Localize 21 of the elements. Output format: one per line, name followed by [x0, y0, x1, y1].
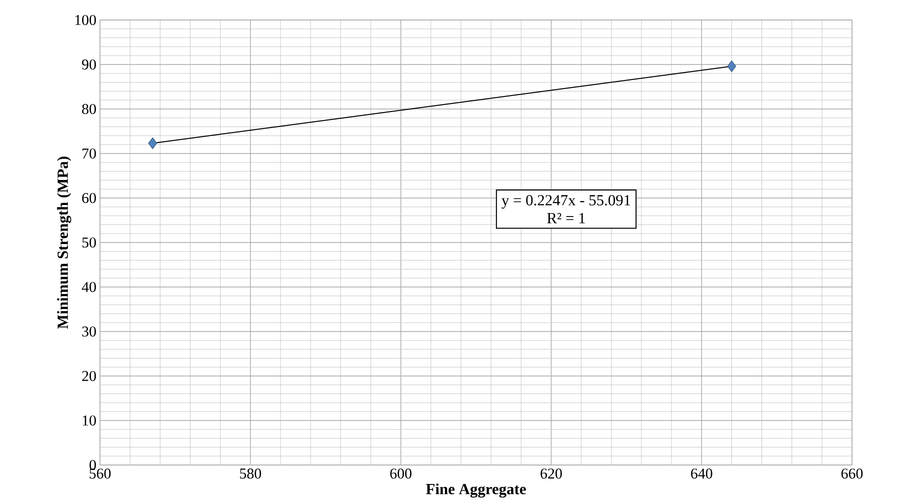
y-tick-label: 40 — [82, 282, 96, 292]
x-tick-label: 600 — [390, 468, 412, 479]
y-tick-label: 20 — [82, 370, 96, 382]
y-tick-label: 10 — [82, 415, 96, 426]
y-tick-label: 60 — [82, 192, 96, 204]
y-tick-label: 90 — [82, 59, 96, 70]
annotation: R² = 1 — [547, 213, 585, 224]
annotation: y = 0.2247x - 55.091 — [502, 195, 630, 209]
x-tick-label: 620 — [540, 468, 562, 479]
x-tick-label: 660 — [841, 468, 863, 479]
y-tick-label: 0 — [90, 460, 96, 470]
x-tick-label: 560 — [90, 468, 111, 479]
y-tick-label: 80 — [82, 104, 96, 114]
x-axis-title: Fine Aggregate — [426, 483, 526, 498]
x-tick-label: 640 — [691, 468, 712, 479]
y-tick-label: 50 — [82, 237, 96, 248]
x-tick-label: 580 — [240, 468, 262, 479]
y-tick-label: 100 — [75, 14, 96, 26]
y-tick-label: 70 — [82, 148, 96, 159]
y-axis-title: Minimum Strength (MPa) — [57, 156, 72, 329]
y-tick-label: 30 — [82, 326, 96, 337]
